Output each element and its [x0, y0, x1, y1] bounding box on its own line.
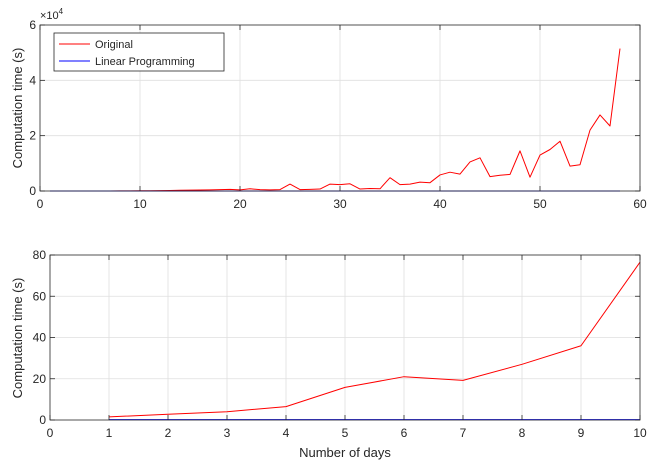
bottom-series-1-line [108, 261, 641, 418]
bottom-x-tick-label: 0 [47, 426, 54, 440]
top-y-tick-label: 6 [29, 18, 36, 32]
bottom-plot: 0 1 2 3 4 5 6 7 8 9 10 0 20 40 60 80 Computation time (… [10, 248, 647, 460]
bottom-x-tick-label: 8 [519, 426, 526, 440]
legend-label-linear-programming: Linear Programming [95, 56, 195, 68]
top-y-tick-label: 0 [29, 184, 36, 198]
top-x-tick-label: 20 [233, 197, 247, 211]
top-tick-labels: 0 10 20 30 40 50 60 0 2 4 6 [29, 18, 647, 211]
top-x-tick-label: 40 [433, 197, 447, 211]
top-legend: Original Linear Programming [53, 32, 225, 72]
bottom-x-tick-label: 3 [224, 426, 231, 440]
bottom-series [108, 261, 641, 421]
legend-box [53, 32, 225, 72]
top-y-multiplier: ×104 [40, 7, 64, 22]
legend-label-original: Original [95, 39, 133, 51]
top-x-tick-label: 10 [133, 197, 147, 211]
bottom-y-tick-label: 20 [33, 372, 47, 386]
bottom-x-tick-label: 10 [633, 426, 647, 440]
bottom-tick-labels: 0 1 2 3 4 5 6 7 8 9 10 0 20 40 60 80 [33, 248, 647, 440]
top-grid [40, 25, 640, 191]
bottom-x-tick-label: 9 [578, 426, 585, 440]
top-x-tick-label: 60 [633, 197, 647, 211]
top-ticks [39, 24, 641, 192]
bottom-x-axis-label: Number of days [299, 445, 391, 460]
bottom-x-tick-label: 2 [165, 426, 172, 440]
top-plot: 0 10 20 30 40 50 60 0 2 4 6 Computation time (s) ×… [10, 7, 647, 211]
bottom-ticks [49, 254, 641, 421]
bottom-y-axis-label: Computation time (s) [10, 278, 25, 399]
top-x-tick-label: 0 [37, 197, 44, 211]
top-y-multiplier-base: ×10 [40, 10, 59, 22]
bottom-x-tick-label: 7 [460, 426, 467, 440]
top-y-multiplier-exponent: 4 [59, 7, 64, 16]
bottom-x-tick-label: 1 [106, 426, 113, 440]
top-x-tick-label: 50 [533, 197, 547, 211]
bottom-y-tick-label: 80 [33, 248, 47, 262]
top-y-tick-label: 2 [29, 129, 36, 143]
bottom-y-tick-label: 0 [39, 413, 46, 427]
top-y-tick-label: 4 [29, 73, 36, 87]
bottom-y-tick-label: 60 [33, 289, 47, 303]
bottom-x-tick-label: 5 [342, 426, 349, 440]
top-y-axis-label: Computation time (s) [10, 48, 25, 169]
bottom-x-tick-label: 6 [401, 426, 408, 440]
top-x-tick-label: 30 [333, 197, 347, 211]
bottom-grid [50, 255, 640, 420]
bottom-y-tick-label: 40 [33, 331, 47, 345]
bottom-x-tick-label: 4 [283, 426, 290, 440]
